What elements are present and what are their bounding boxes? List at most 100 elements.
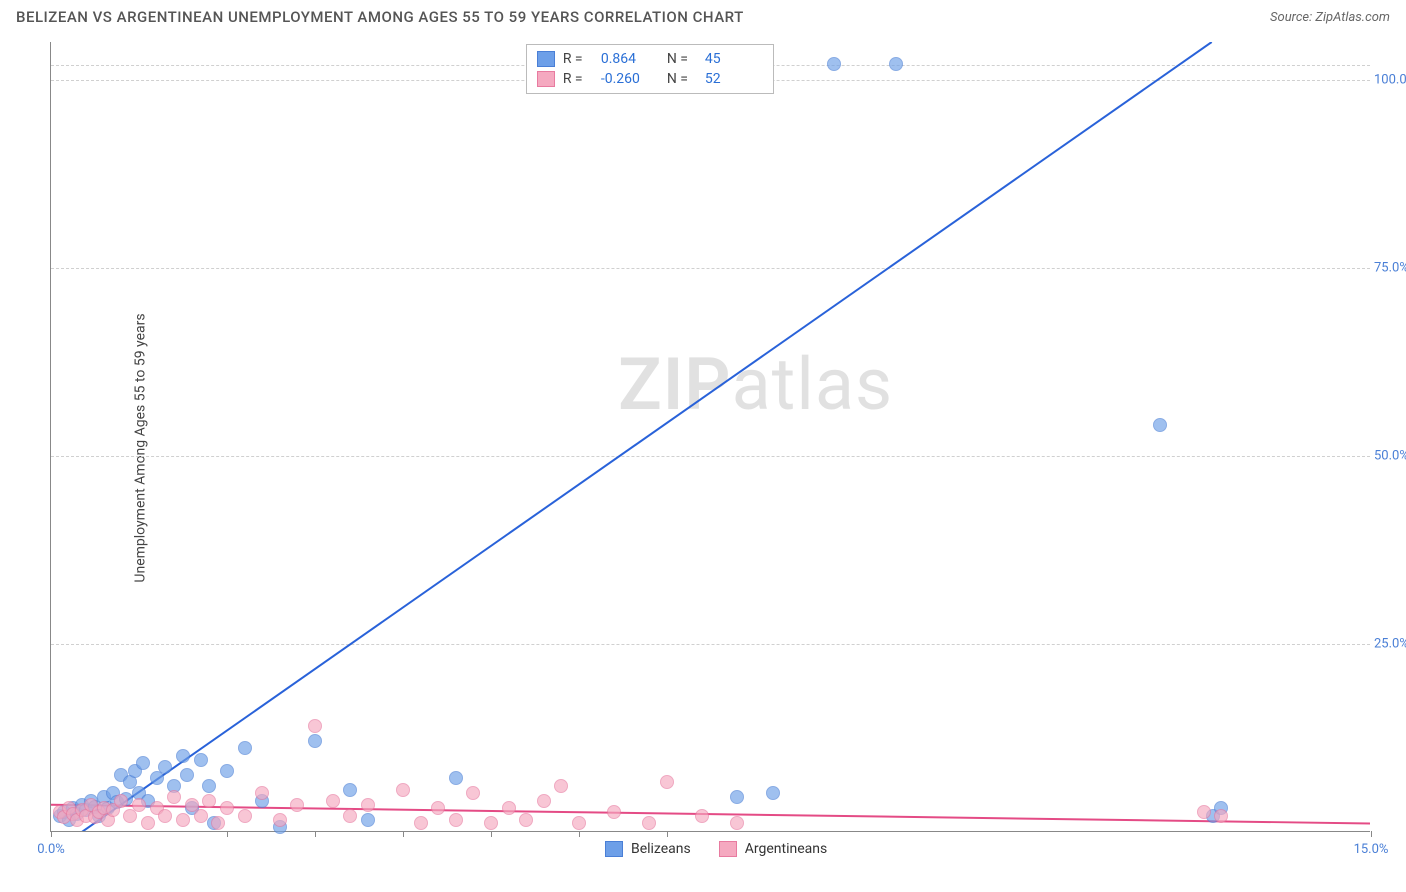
data-point bbox=[211, 816, 225, 830]
gridline-h bbox=[51, 644, 1370, 645]
data-point bbox=[1153, 418, 1167, 432]
data-point bbox=[141, 816, 155, 830]
legend-swatch bbox=[537, 71, 555, 87]
data-point bbox=[343, 783, 357, 797]
data-point bbox=[766, 786, 780, 800]
legend-row-belizeans: R = 0.864 N = 45 bbox=[537, 49, 763, 69]
data-point bbox=[519, 813, 533, 827]
data-point bbox=[180, 768, 194, 782]
source-label: Source: ZipAtlas.com bbox=[1270, 10, 1390, 25]
data-point bbox=[176, 813, 190, 827]
data-point bbox=[537, 794, 551, 808]
x-tick bbox=[1371, 831, 1372, 837]
data-point bbox=[396, 783, 410, 797]
y-tick-label: 75.0% bbox=[1374, 260, 1406, 275]
legend-n-value: 52 bbox=[705, 71, 763, 87]
x-tick-label: 15.0% bbox=[1354, 842, 1389, 857]
data-point bbox=[220, 764, 234, 778]
data-point bbox=[449, 813, 463, 827]
x-tick bbox=[315, 831, 316, 837]
data-point bbox=[194, 809, 208, 823]
y-tick-label: 100.0% bbox=[1374, 72, 1406, 87]
data-point bbox=[167, 790, 181, 804]
legend-n-label: N = bbox=[667, 51, 697, 67]
data-point bbox=[290, 798, 304, 812]
legend-r-value: 0.864 bbox=[601, 51, 659, 67]
legend-n-value: 45 bbox=[705, 51, 763, 67]
x-tick-label: 0.0% bbox=[37, 842, 65, 857]
data-point bbox=[1197, 805, 1211, 819]
chart-title: BELIZEAN VS ARGENTINEAN UNEMPLOYMENT AMO… bbox=[16, 8, 744, 26]
data-point bbox=[554, 779, 568, 793]
data-point bbox=[502, 801, 516, 815]
data-point bbox=[308, 719, 322, 733]
plot-area: ZIPatlas 25.0%50.0%75.0%100.0%0.0%15.0%R… bbox=[50, 42, 1370, 832]
data-point bbox=[238, 741, 252, 755]
legend-swatch bbox=[537, 51, 555, 67]
data-point bbox=[827, 57, 841, 71]
data-point bbox=[484, 816, 498, 830]
data-point bbox=[132, 798, 146, 812]
data-point bbox=[343, 809, 357, 823]
data-point bbox=[150, 771, 164, 785]
data-point bbox=[114, 794, 128, 808]
data-point bbox=[238, 809, 252, 823]
legend-series-name: Belizeans bbox=[631, 841, 691, 857]
data-point bbox=[431, 801, 445, 815]
data-point bbox=[202, 779, 216, 793]
data-point bbox=[414, 816, 428, 830]
data-point bbox=[695, 809, 709, 823]
trend-line-belizeans bbox=[51, 42, 1212, 831]
chart-container: Unemployment Among Ages 55 to 59 years Z… bbox=[0, 34, 1406, 862]
legend-item-belizeans: Belizeans bbox=[605, 841, 691, 857]
x-tick bbox=[51, 831, 52, 837]
legend-r-label: R = bbox=[563, 51, 593, 67]
x-tick bbox=[403, 831, 404, 837]
data-point bbox=[255, 786, 269, 800]
legend-r-value: -0.260 bbox=[601, 71, 659, 87]
series-legend: Belizeans Argentineans bbox=[605, 841, 827, 857]
correlation-legend: R = 0.864 N = 45 R = -0.260 N = 52 bbox=[526, 44, 774, 94]
legend-row-argentineans: R = -0.260 N = 52 bbox=[537, 69, 763, 89]
data-point bbox=[220, 801, 234, 815]
legend-item-argentineans: Argentineans bbox=[719, 841, 827, 857]
data-point bbox=[158, 760, 172, 774]
data-point bbox=[466, 786, 480, 800]
data-point bbox=[889, 57, 903, 71]
gridline-h bbox=[51, 268, 1370, 269]
legend-swatch bbox=[719, 841, 737, 857]
trend-lines bbox=[51, 42, 1370, 831]
data-point bbox=[572, 816, 586, 830]
x-tick bbox=[227, 831, 228, 837]
legend-r-label: R = bbox=[563, 71, 593, 87]
x-tick bbox=[491, 831, 492, 837]
watermark-zip: ZIP bbox=[618, 342, 731, 427]
x-tick bbox=[667, 831, 668, 837]
legend-n-label: N = bbox=[667, 71, 697, 87]
data-point bbox=[361, 798, 375, 812]
data-point bbox=[607, 805, 621, 819]
y-tick-label: 50.0% bbox=[1374, 448, 1406, 463]
data-point bbox=[642, 816, 656, 830]
legend-swatch bbox=[605, 841, 623, 857]
data-point bbox=[194, 753, 208, 767]
data-point bbox=[136, 756, 150, 770]
watermark-atlas: atlas bbox=[732, 342, 894, 427]
gridline-h bbox=[51, 456, 1370, 457]
data-point bbox=[202, 794, 216, 808]
data-point bbox=[449, 771, 463, 785]
y-tick-label: 25.0% bbox=[1374, 636, 1406, 651]
data-point bbox=[730, 816, 744, 830]
data-point bbox=[730, 790, 744, 804]
data-point bbox=[660, 775, 674, 789]
watermark: ZIPatlas bbox=[618, 342, 893, 427]
data-point bbox=[273, 813, 287, 827]
data-point bbox=[326, 794, 340, 808]
data-point bbox=[158, 809, 172, 823]
legend-series-name: Argentineans bbox=[745, 841, 827, 857]
x-tick bbox=[579, 831, 580, 837]
data-point bbox=[176, 749, 190, 763]
data-point bbox=[308, 734, 322, 748]
data-point bbox=[123, 809, 137, 823]
data-point bbox=[361, 813, 375, 827]
